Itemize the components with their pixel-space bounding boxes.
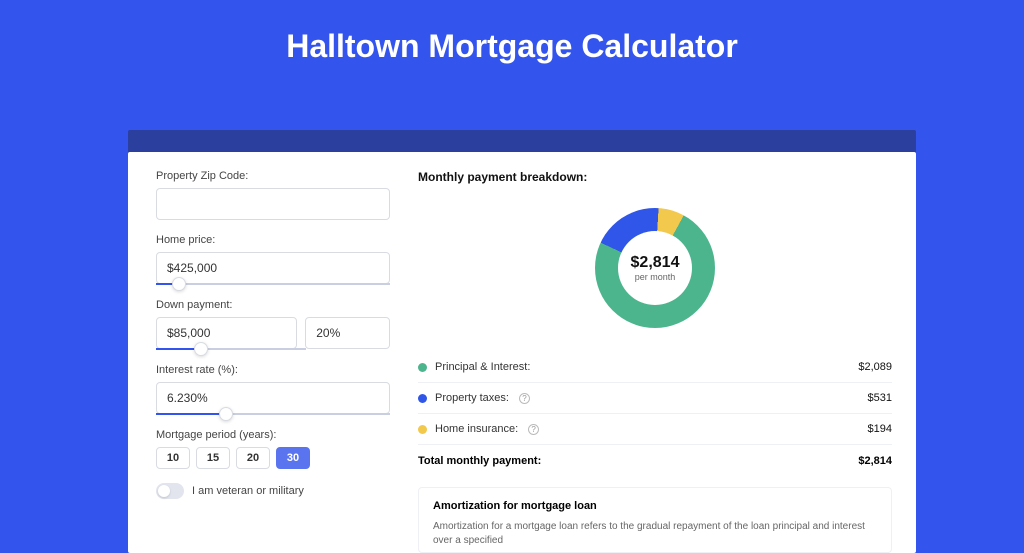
interest-slider-thumb[interactable] [219,407,233,421]
down-payment-slider-thumb[interactable] [194,342,208,356]
legend-label: Principal & Interest: [435,361,530,373]
breakdown-title: Monthly payment breakdown: [418,170,892,184]
total-value: $2,814 [858,455,892,467]
period-option-20[interactable]: 20 [236,447,270,469]
page-title: Halltown Mortgage Calculator [0,0,1024,87]
legend-label: Home insurance: [435,423,518,435]
donut-center-sub: per month [635,272,676,282]
home-price-slider[interactable] [156,283,390,285]
donut-chart-area: $2,814 per month [418,198,892,338]
interest-input[interactable] [156,382,390,414]
legend-value: $194 [868,423,892,435]
legend-label: Property taxes: [435,392,509,404]
amortization-box: Amortization for mortgage loan Amortizat… [418,487,892,553]
donut-chart: $2,814 per month [595,208,715,328]
interest-label: Interest rate (%): [156,364,390,376]
period-options: 10 15 20 30 [156,447,390,469]
down-payment-slider[interactable] [156,348,306,350]
donut-center-value: $2,814 [631,254,680,272]
down-payment-percent-input[interactable] [305,317,390,349]
help-icon[interactable]: ? [519,393,530,404]
zip-input[interactable] [156,188,390,220]
legend-row-0: Principal & Interest: $2,089 [418,352,892,382]
veteran-label: I am veteran or military [192,485,304,497]
down-payment-label: Down payment: [156,299,390,311]
amortization-title: Amortization for mortgage loan [433,500,877,512]
legend-row-1: Property taxes:? $531 [418,383,892,413]
legend: Principal & Interest: $2,089 Property taxe… [418,352,892,444]
down-payment-field-group: Down payment: [156,299,390,350]
veteran-toggle-knob [158,485,170,497]
home-price-slider-thumb[interactable] [172,277,186,291]
help-icon[interactable]: ? [528,424,539,435]
interest-field-group: Interest rate (%): [156,364,390,415]
period-field-group: Mortgage period (years): 10 15 20 30 [156,429,390,469]
breakdown-column: Monthly payment breakdown: $2,814 per mo… [408,152,916,553]
donut-center: $2,814 per month [618,231,692,305]
interest-slider[interactable] [156,413,390,415]
panel-wrapper: Property Zip Code: Home price: Down paym… [128,130,916,553]
home-price-input[interactable] [156,252,390,284]
calculator-panel: Property Zip Code: Home price: Down paym… [128,152,916,553]
home-price-label: Home price: [156,234,390,246]
veteran-row: I am veteran or military [156,483,390,499]
amortization-text: Amortization for a mortgage loan refers … [433,520,877,548]
period-option-15[interactable]: 15 [196,447,230,469]
home-price-field-group: Home price: [156,234,390,285]
legend-row-2: Home insurance:? $194 [418,414,892,444]
legend-dot-icon [418,425,427,434]
period-label: Mortgage period (years): [156,429,390,441]
total-row: Total monthly payment: $2,814 [418,444,892,477]
form-column: Property Zip Code: Home price: Down paym… [128,152,408,553]
total-label: Total monthly payment: [418,455,541,467]
legend-dot-icon [418,394,427,403]
legend-dot-icon [418,363,427,372]
legend-value: $2,089 [858,361,892,373]
legend-value: $531 [868,392,892,404]
interest-slider-fill [156,413,226,415]
zip-field-group: Property Zip Code: [156,170,390,220]
period-option-10[interactable]: 10 [156,447,190,469]
veteran-toggle[interactable] [156,483,184,499]
down-payment-amount-input[interactable] [156,317,297,349]
zip-label: Property Zip Code: [156,170,390,182]
period-option-30[interactable]: 30 [276,447,310,469]
